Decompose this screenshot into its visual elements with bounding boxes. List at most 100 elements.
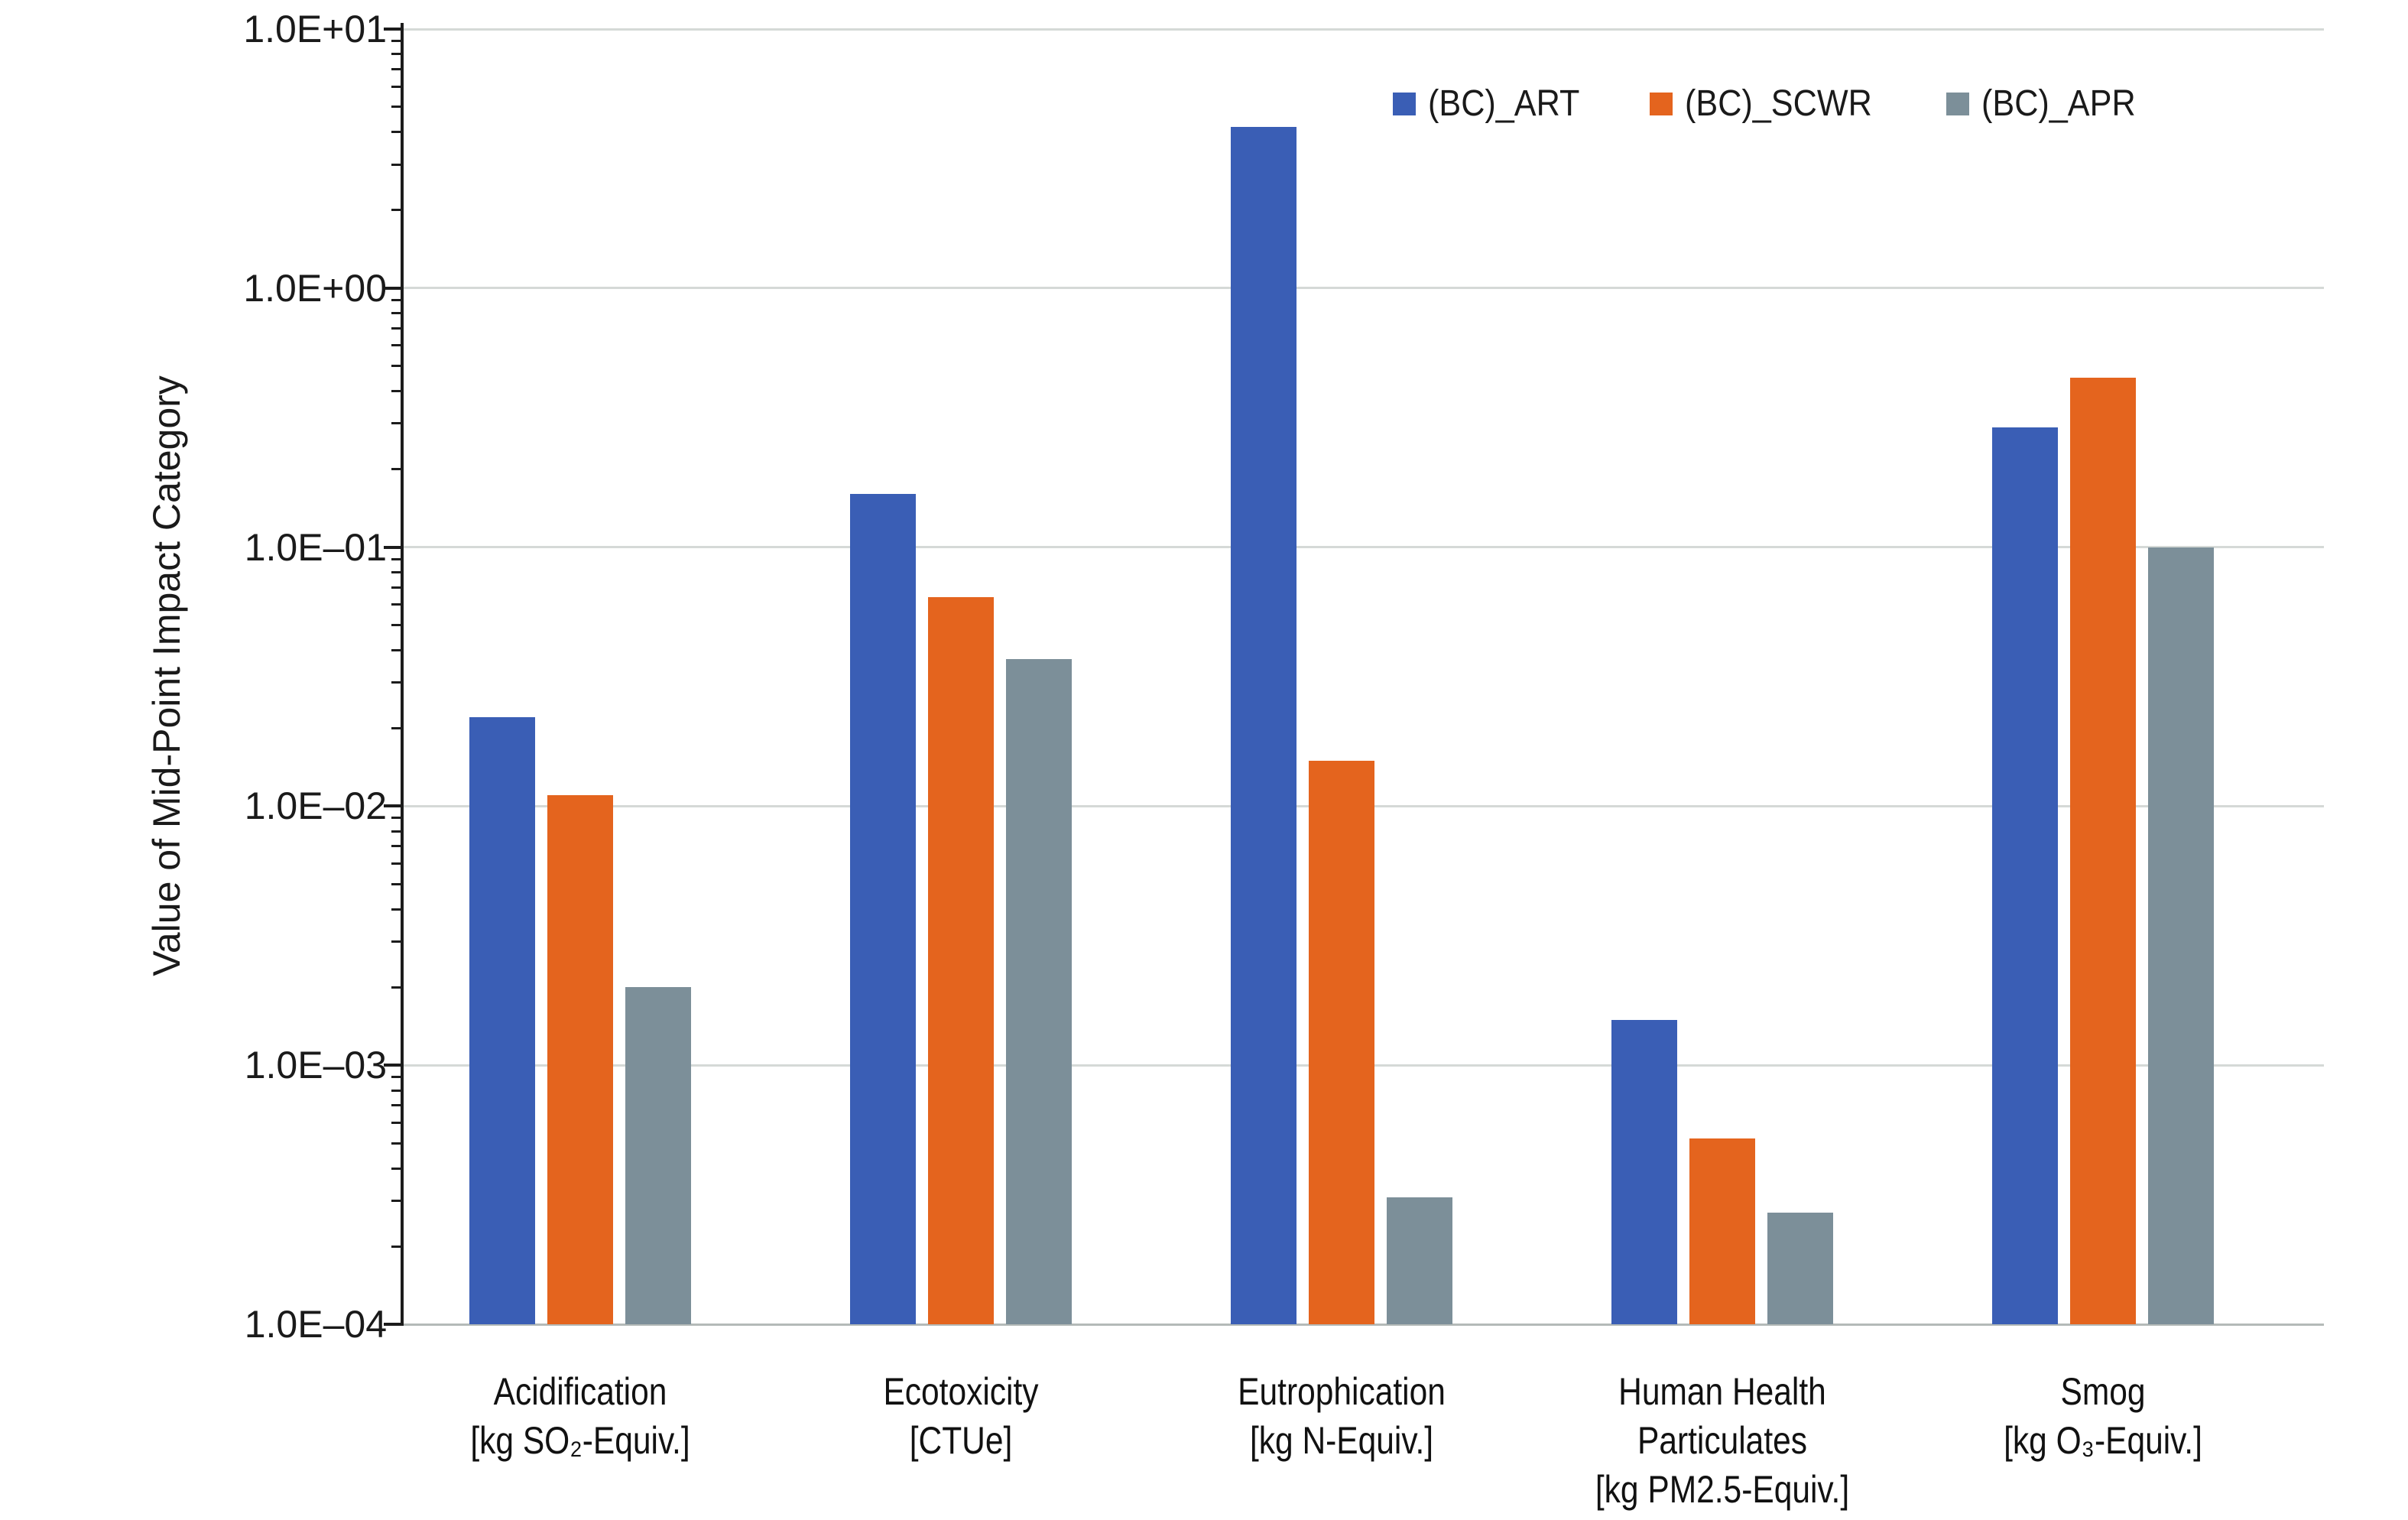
category-label: Eutrophication [kg N-Equiv.]: [1112, 1367, 1571, 1465]
y-axis-minor-tick: [391, 940, 404, 944]
y-axis-major-tick: [384, 804, 404, 808]
y-axis-minor-tick: [391, 1199, 404, 1202]
y-axis-minor-tick: [391, 40, 404, 42]
y-axis-tick-label: 1.0E+01: [243, 8, 387, 50]
bar-bcapr-4: [2148, 547, 2214, 1324]
y-axis-major-tick: [384, 1323, 404, 1326]
legend-swatch-icon: [1946, 92, 1970, 115]
y-axis-minor-tick: [391, 1142, 404, 1145]
bar-bcapr-2: [1387, 1197, 1452, 1324]
category-label-line: Eutrophication: [1238, 1370, 1446, 1413]
legend-label: (BC)_SCWR: [1685, 83, 1873, 124]
y-axis-minor-tick: [391, 908, 404, 911]
category-label-line: Acidification: [493, 1370, 667, 1413]
category-label-line: [kg PM2.5-Equiv.]: [1595, 1468, 1850, 1511]
y-axis-minor-tick: [391, 603, 404, 606]
bar-bcscwr-2: [1309, 760, 1374, 1324]
y-axis-minor-tick: [391, 209, 404, 212]
y-axis-minor-tick: [391, 422, 404, 425]
y-axis-minor-tick: [391, 570, 404, 573]
legend-label: (BC)_ART: [1428, 83, 1580, 124]
legend-label: (BC)_APR: [1981, 83, 2137, 124]
bar-bcart-0: [469, 717, 535, 1324]
bar-bcapr-3: [1767, 1212, 1833, 1324]
y-axis-minor-tick: [391, 1104, 404, 1107]
y-axis-minor-tick: [391, 862, 404, 866]
y-axis-minor-tick: [391, 586, 404, 589]
category-label-line: [kg SO₂-Equiv.]: [470, 1419, 690, 1462]
x-axis-baseline: [404, 1323, 2324, 1326]
category-label-line: [kg N-Equiv.]: [1249, 1419, 1434, 1462]
legend-item: (BC)_ART: [1393, 83, 1596, 125]
y-axis-minor-tick: [391, 681, 404, 684]
y-axis-major-tick: [384, 28, 404, 31]
y-axis-minor-tick: [391, 624, 404, 627]
y-axis-minor-tick: [391, 986, 404, 989]
y-axis-tick-label: 1.0E–04: [244, 1303, 387, 1346]
y-axis-tick-label: 1.0E–03: [244, 1044, 387, 1087]
legend-swatch-icon: [1650, 92, 1673, 115]
y-axis-minor-tick: [391, 326, 404, 330]
y-axis-minor-tick: [391, 106, 404, 109]
category-label: Human Health Particulates [kg PM2.5-Equiv.…: [1493, 1367, 1952, 1514]
y-axis-major-tick: [384, 1064, 404, 1067]
y-axis-minor-tick: [391, 1076, 404, 1079]
y-axis-minor-tick: [391, 882, 404, 885]
bar-bcscwr-0: [547, 795, 613, 1324]
y-axis-major-tick: [384, 545, 404, 549]
y-axis-title: Value of Mid-Point Impact Category: [145, 375, 188, 976]
category-label: Acidification [kg SO₂-Equiv.]: [351, 1367, 810, 1465]
y-axis-minor-tick: [391, 365, 404, 368]
category-label-line: Smog: [2060, 1370, 2146, 1413]
y-axis-minor-tick: [391, 845, 404, 848]
legend-item: (BC)_SCWR: [1650, 83, 1893, 125]
category-label: Smog [kg O₃-Equiv.]: [1874, 1367, 2332, 1465]
bar-bcscwr-4: [2070, 378, 2136, 1324]
category-label: Ecotoxicity [CTUe]: [732, 1367, 1190, 1465]
y-axis-minor-tick: [391, 1089, 404, 1092]
gridline: [404, 546, 2324, 549]
gridline: [404, 28, 2324, 31]
category-label-line: Human Health: [1618, 1370, 1826, 1413]
legend-swatch-icon: [1393, 92, 1416, 115]
y-axis-minor-tick: [391, 298, 404, 301]
y-axis-major-tick: [384, 286, 404, 290]
y-axis-minor-tick: [391, 726, 404, 729]
bar-bcapr-1: [1006, 658, 1072, 1324]
y-axis-minor-tick: [391, 1167, 404, 1170]
category-label-line: Ecotoxicity: [883, 1370, 1039, 1413]
y-axis-minor-tick: [391, 557, 404, 560]
y-axis-minor-tick: [391, 830, 404, 833]
bar-bcscwr-1: [928, 597, 994, 1324]
bar-bcart-1: [850, 494, 916, 1324]
y-axis-minor-tick: [391, 648, 404, 651]
bar-bcart-4: [1992, 427, 2058, 1324]
category-label-line: [CTUe]: [909, 1419, 1013, 1462]
bar-bcscwr-3: [1689, 1138, 1755, 1324]
y-axis-minor-tick: [391, 163, 404, 166]
category-label-line: Particulates: [1637, 1419, 1808, 1462]
y-axis-minor-tick: [391, 85, 404, 88]
y-axis-tick-label: 1.0E+00: [243, 266, 387, 310]
y-axis-minor-tick: [391, 344, 404, 347]
y-axis-line: [401, 23, 404, 1326]
y-axis-minor-tick: [391, 312, 404, 315]
bar-bcart-3: [1611, 1019, 1677, 1324]
gridline: [404, 287, 2324, 290]
category-label-line: [kg O₃-Equiv.]: [2004, 1419, 2202, 1462]
y-axis-tick-label: 1.0E–01: [244, 525, 387, 569]
bar-bcart-2: [1231, 126, 1296, 1324]
y-axis-minor-tick: [391, 53, 404, 56]
y-axis-minor-tick: [391, 1121, 404, 1124]
y-axis-minor-tick: [391, 67, 404, 70]
bar-bcapr-0: [625, 987, 691, 1324]
legend: (BC)_ART (BC)_SCWR (BC)_APR: [1393, 83, 2153, 125]
y-axis-minor-tick: [391, 131, 404, 134]
y-axis-minor-tick: [391, 817, 404, 820]
legend-item: (BC)_APR: [1946, 83, 2153, 125]
y-axis-minor-tick: [391, 1245, 404, 1248]
y-axis-minor-tick: [391, 390, 404, 393]
y-axis-minor-tick: [391, 468, 404, 471]
y-axis-tick-label: 1.0E–02: [244, 784, 387, 828]
